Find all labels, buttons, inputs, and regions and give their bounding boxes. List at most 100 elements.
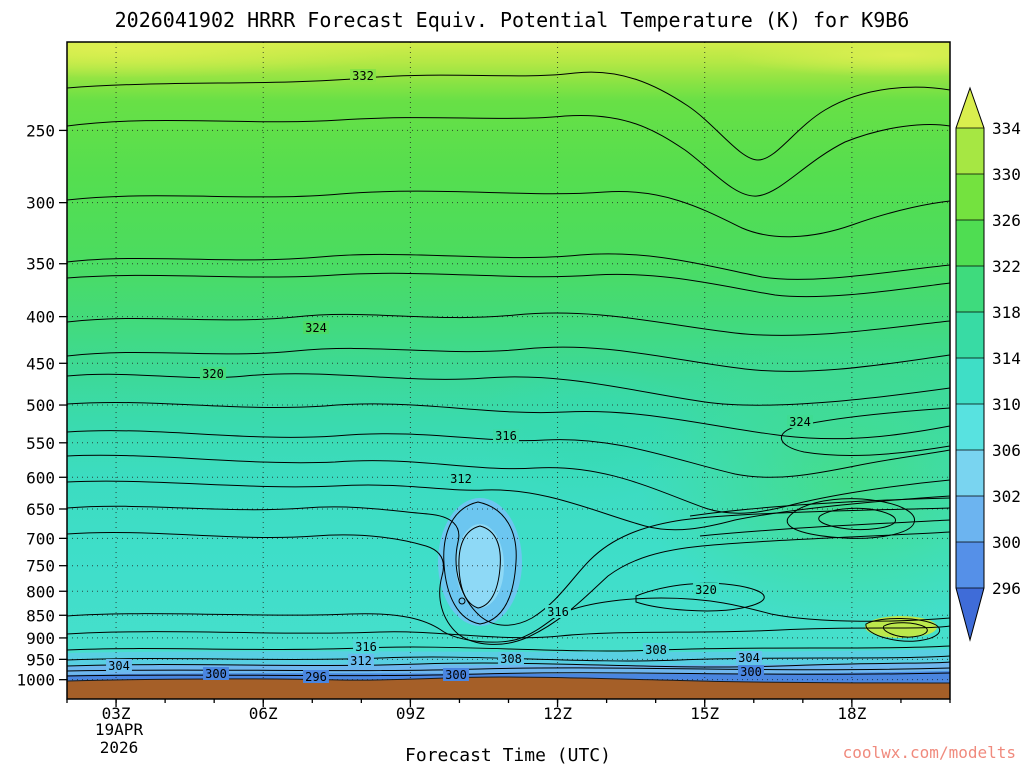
colorbar-band — [956, 88, 984, 128]
contour-label-bg — [303, 670, 329, 683]
date-label-line2: 2026 — [100, 738, 139, 757]
chart-title: 2026041902 HRRR Forecast Equiv. Potentia… — [115, 8, 910, 32]
pressure-tick-label: 350 — [26, 255, 55, 274]
colorbar-band — [956, 220, 984, 266]
cool-trough-fill — [475, 358, 705, 502]
contour-label: 308 — [645, 643, 667, 657]
contour-line — [67, 645, 950, 652]
pressure-tick-label: 1000 — [16, 671, 55, 690]
time-tick-label: 06Z — [249, 704, 278, 723]
contour-line — [67, 661, 950, 668]
plot-area — [67, 42, 950, 699]
contour-label-bg — [736, 651, 762, 664]
contour-label-bg — [443, 668, 469, 681]
colorbar-band — [956, 266, 984, 312]
contour-line — [699, 519, 950, 537]
contour-label: 316 — [355, 640, 377, 654]
pressure-tick-label: 800 — [26, 582, 55, 601]
time-tick-label: 18Z — [837, 704, 866, 723]
pressure-tick-label: 650 — [26, 500, 55, 519]
pressure-tick-label: 950 — [26, 650, 55, 669]
contour-line — [67, 597, 950, 643]
contour-line — [67, 253, 950, 280]
contour-label-bg — [200, 367, 226, 380]
colorbar-band — [956, 542, 984, 588]
time-tick-label: 12Z — [543, 704, 572, 723]
date-label-line1: 19APR — [95, 720, 144, 739]
contour-label: 312 — [350, 654, 372, 668]
contour-label: 304 — [738, 651, 760, 665]
contour-line — [67, 114, 950, 197]
time-tick-label: 09Z — [396, 704, 425, 723]
contour-label-bg — [738, 665, 764, 678]
colorbar-tick-label: 296 — [992, 579, 1021, 598]
ground-surface — [67, 676, 950, 699]
contour-label: 320 — [202, 367, 224, 381]
contour-label-bg — [348, 654, 374, 667]
contour-line — [67, 667, 950, 672]
contour-minimum-marker — [458, 597, 466, 605]
contour-label-bg — [353, 640, 379, 653]
contour-label: 320 — [695, 583, 717, 597]
contour-line — [780, 407, 950, 456]
cool-pocket-core-fill — [456, 524, 504, 608]
contour-label-bg — [498, 652, 524, 665]
warm-top-left-fill — [67, 42, 400, 78]
contour-label: 324 — [305, 321, 327, 335]
warm-top-right-fill — [730, 42, 950, 77]
contour-label-bg — [493, 429, 519, 442]
contour-line — [67, 454, 950, 514]
contour-label: 300 — [740, 665, 762, 679]
contour-label-bg — [350, 69, 376, 82]
watermark: coolwx.com/modelts — [843, 743, 1016, 762]
pressure-tick-label: 700 — [26, 529, 55, 548]
contour-label-bg — [545, 605, 571, 618]
contour-label: 308 — [500, 652, 522, 666]
contour-line — [635, 582, 765, 612]
contour-label-bg — [106, 659, 132, 672]
contour-label: 300 — [205, 667, 227, 681]
pressure-tick-label: 550 — [26, 434, 55, 453]
contour-line — [458, 525, 501, 609]
contour-line — [67, 190, 950, 238]
colorbar-tick-label: 326 — [992, 211, 1021, 230]
contour-line — [67, 531, 950, 645]
contour-line — [67, 505, 950, 626]
pressure-tick-label: 250 — [26, 121, 55, 140]
contour-label: 324 — [789, 415, 811, 429]
contour-line — [882, 622, 928, 638]
colorbar-tick-label: 314 — [992, 349, 1021, 368]
contour-line — [67, 430, 950, 478]
colorbar-tick-label: 310 — [992, 395, 1021, 414]
contour-line — [865, 617, 941, 642]
contour-label: 296 — [305, 670, 327, 684]
contour-label: 304 — [108, 659, 130, 673]
colorbar-tick-label: 334 — [992, 119, 1021, 138]
contour-line — [67, 625, 950, 639]
x-axis-title: Forecast Time (UTC) — [405, 745, 611, 766]
contour-line — [689, 497, 950, 517]
contour-line — [67, 346, 950, 372]
colorbar-band — [956, 358, 984, 404]
colorbar-band — [956, 496, 984, 542]
contour-line — [67, 312, 950, 336]
colorbar-tick-label: 318 — [992, 303, 1021, 322]
pressure-tick-label: 900 — [26, 629, 55, 648]
contour-label-bg — [303, 321, 329, 334]
contour-line — [67, 71, 950, 161]
contour-line — [67, 272, 950, 298]
contour-label-bg — [643, 643, 669, 656]
contour-label-bg — [787, 415, 813, 428]
colorbar-tick-label: 306 — [992, 441, 1021, 460]
plot-frame — [66, 41, 951, 700]
pressure-tick-label: 400 — [26, 308, 55, 327]
colorbar-tick-label: 322 — [992, 257, 1021, 276]
colorbar-tick-label: 302 — [992, 487, 1021, 506]
contour-label-bg — [693, 583, 719, 596]
axes: 250 300 350 400 450 500 550 600 650 700 750 800 850 9… — [16, 121, 951, 723]
contour-label: 300 — [445, 668, 467, 682]
contour-line — [67, 672, 950, 677]
colorbar-band — [956, 128, 984, 174]
